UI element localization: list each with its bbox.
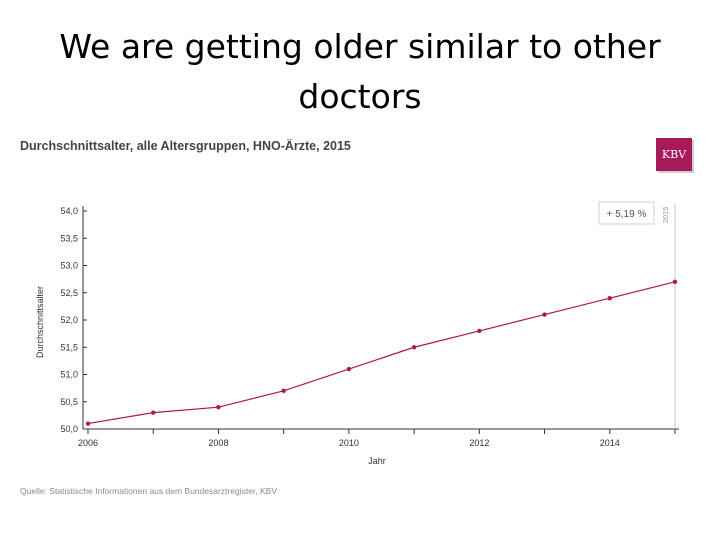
- kbv-logo: KBV: [656, 138, 692, 171]
- data-point: [477, 328, 482, 334]
- data-point: [151, 410, 156, 415]
- x-tick-label: 2010: [339, 438, 359, 448]
- data-point: [281, 388, 286, 394]
- y-tick-label: 53,0: [60, 261, 78, 271]
- slide-title-line-2: doctors: [298, 77, 422, 116]
- data-point: [607, 296, 612, 301]
- source-note: Quelle: Statistische Informationen aus d…: [20, 486, 278, 496]
- x-tick-label: 2014: [600, 438, 620, 448]
- data-point: [411, 345, 417, 350]
- year-marker-label: 2015: [661, 207, 670, 224]
- y-tick-label: 52,5: [60, 288, 78, 298]
- y-tick-label: 52,0: [60, 315, 78, 325]
- change-badge-label: + 5,19 %: [607, 209, 647, 220]
- y-tick-label: 51,5: [60, 342, 78, 352]
- y-axis-label: Durchschnittsalter: [35, 286, 45, 358]
- y-tick-label: 50,0: [60, 424, 78, 434]
- y-tick-label: 51,0: [60, 370, 78, 380]
- y-tick-label: 54,0: [60, 206, 78, 216]
- chart-title: Durchschnittsalter, alle Altersgruppen, …: [20, 139, 351, 153]
- data-point: [346, 366, 352, 372]
- x-axis-label: Jahr: [368, 456, 386, 466]
- x-tick-label: 2012: [469, 438, 489, 448]
- data-point: [672, 279, 678, 285]
- change-badge: [598, 201, 655, 225]
- x-tick-label: 2006: [78, 438, 98, 448]
- slide-title: We are getting older similar to other do…: [0, 22, 720, 122]
- series-line: [87, 281, 676, 425]
- y-tick-label: 50,5: [60, 397, 78, 407]
- data-point: [216, 405, 221, 410]
- slide-title-line-1: We are getting older similar to other: [59, 27, 661, 66]
- x-tick-label: 2008: [208, 438, 228, 448]
- y-tick-label: 53,5: [60, 233, 78, 243]
- data-point: [542, 312, 547, 317]
- data-point: [85, 421, 91, 426]
